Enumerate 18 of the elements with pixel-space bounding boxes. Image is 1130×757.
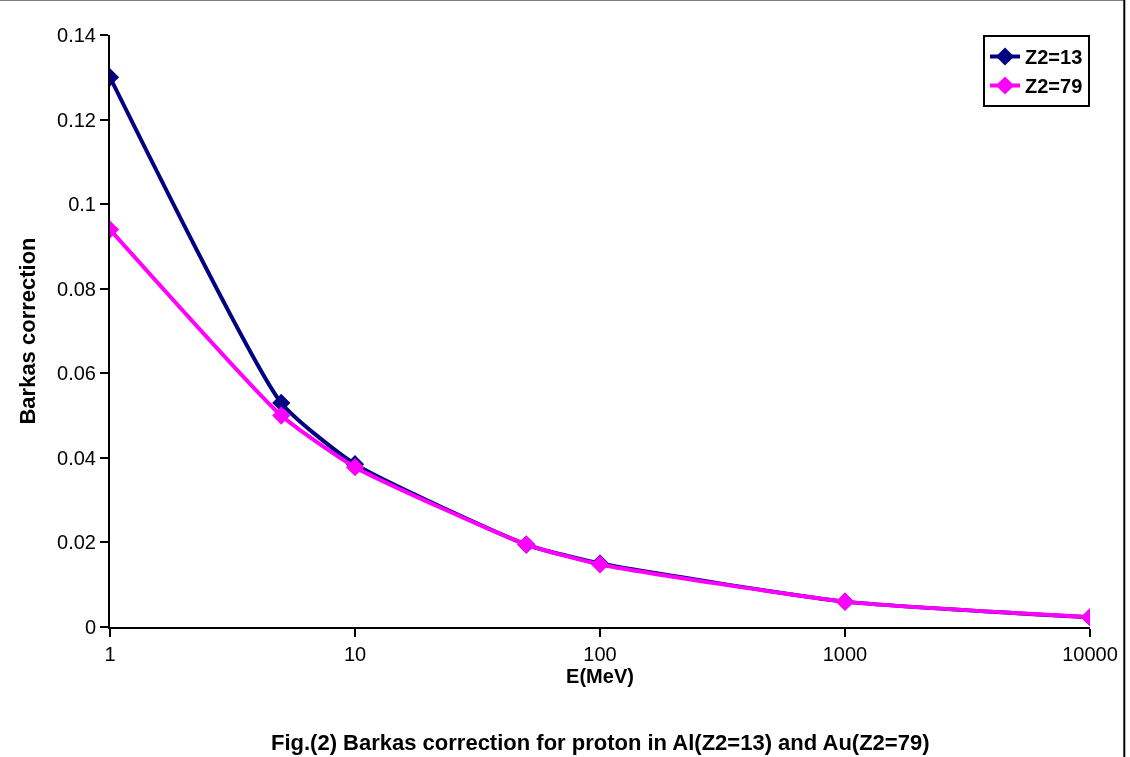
x-tick-label: 10 <box>343 643 367 665</box>
x-tick-label: 100 <box>583 643 617 665</box>
legend-label: Z2=79 <box>1025 75 1083 98</box>
y-tick-label: 0.06 <box>57 362 96 385</box>
legend-label: Z2=13 <box>1025 46 1083 69</box>
text: Fig.(2) Barkas correction for proton in Al(Z2=13) and Au(Z2=79) <box>271 730 930 755</box>
x-tick-label: 1 <box>104 643 116 665</box>
x-tick-label: 1000 <box>822 643 868 665</box>
y-tick-label: 0.02 <box>57 531 96 554</box>
y-tick-label: 0.12 <box>57 108 96 131</box>
x-axis-title: E(MeV) <box>566 665 634 687</box>
y-tick-label: 0.14 <box>57 24 96 46</box>
y-axis-title: Barkas correction <box>15 237 41 425</box>
x-tick-label: 10000 <box>1062 643 1118 665</box>
y-tick-label: 0.08 <box>57 277 96 300</box>
y-tick-label: 0.1 <box>68 193 96 216</box>
y-tick-label: 0 <box>84 616 96 638</box>
y-tick-label: 0.04 <box>57 446 96 469</box>
